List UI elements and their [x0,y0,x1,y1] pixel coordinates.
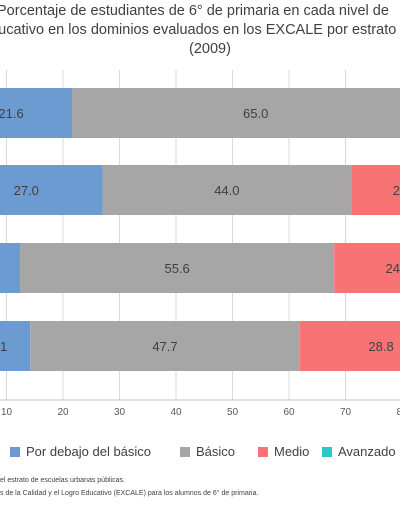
data-label: 1 [0,339,7,354]
x-tick-label: 50 [227,407,239,418]
data-label: 28.8 [368,339,393,354]
data-label: 65.0 [243,106,268,121]
legend-label: Básico [196,444,236,459]
legend-label: Medio [274,444,310,459]
legend-swatch [10,446,20,457]
source-note-line-1: el estrato de escuelas urbanas públicas. [0,477,125,484]
x-tick-label: 10 [1,407,13,418]
data-label: 24 [386,261,400,276]
chart-legend: Por debajo del básico Básico Medio Avanzado [0,444,400,462]
x-tick-label: 20 [57,407,69,418]
data-label: 21.6 [0,106,24,121]
legend-item: Medio [258,444,309,459]
legend-item: Avanzado [322,444,396,459]
data-label: 27.0 [14,183,39,198]
data-label: 47.7 [152,339,177,354]
legend-item: Básico [180,444,235,459]
bar-segment [20,243,335,293]
x-tick-label: 60 [283,407,295,418]
chart-title-line-1: Porcentaje de estudiantes de 6° de prima… [0,3,389,19]
x-tick-label: 80 [396,407,400,418]
bar-segment [334,243,400,293]
x-tick-label: 30 [114,407,126,418]
source-note-line-2: s de la Calidad y el Logro Educativo (EX… [0,490,259,497]
x-tick-label: 40 [170,407,182,418]
bar-segment [102,165,352,215]
legend-item: Por debajo del básico [10,444,151,459]
x-tick-label: 70 [340,407,352,418]
bar-segment [351,165,400,215]
legend-swatch [258,446,268,457]
chart-title-line-3: (2009) [189,41,231,57]
chart-title-line-2: educativo en los dominios evaluados en l… [0,22,397,38]
legend-label: Por debajo del básico [26,444,152,459]
bar-segment [30,321,300,371]
bar-segment [0,321,31,371]
source-notes: el estrato de escuelas urbanas públicas.… [0,474,258,500]
bar-segment [72,88,400,138]
data-label: 44.0 [214,183,239,198]
bar-segment [0,88,73,138]
stacked-bar-chart: 10 20 30 40 50 60 70 80 21.6 65.0 27.0 44.0 2 55.6 24 1… [0,70,400,418]
bar-segment [0,243,21,293]
data-label: 55.6 [164,261,189,276]
bar-segment [0,165,103,215]
bar-segment [299,321,400,371]
legend-swatch [180,446,190,457]
legend-label: Avanzado [338,444,396,459]
data-label: 2 [393,183,400,198]
legend-swatch [322,446,332,457]
